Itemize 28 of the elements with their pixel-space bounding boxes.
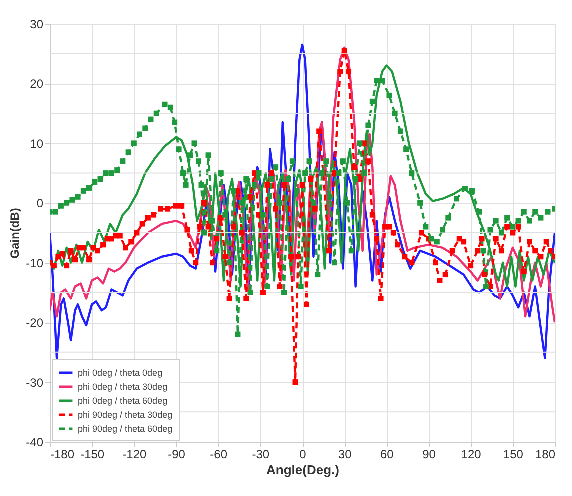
legend-label: phi 0deg / theta 60deg <box>78 396 168 406</box>
y-tick-label: 10 <box>30 136 44 151</box>
legend-label: phi 0deg / theta 30deg <box>78 382 168 392</box>
y-tick-label: -30 <box>26 376 44 390</box>
y-tick-label: 0 <box>36 196 44 211</box>
x-tick-label: 120 <box>461 448 482 462</box>
x-tick-label: -30 <box>252 448 270 462</box>
y-tick-label: 30 <box>30 18 44 32</box>
x-tick-label: 90 <box>422 448 436 462</box>
y-tick-label: 20 <box>30 77 44 92</box>
legend-label: phi 90deg / theta 30deg <box>78 410 173 420</box>
x-tick-label: -120 <box>122 448 147 462</box>
x-tick-label: 0 <box>300 448 307 462</box>
y-tick-label: -10 <box>26 256 44 270</box>
x-tick-label: 180 <box>535 448 556 462</box>
legend-label: phi 0deg / theta 0deg <box>78 368 163 378</box>
y-axis-title: Gain(dB) <box>8 208 22 259</box>
x-tick-label: 60 <box>380 448 394 462</box>
x-tick-label: 30 <box>338 448 352 462</box>
x-tick-label: -180 <box>50 448 75 462</box>
x-tick-label: 150 <box>503 448 524 462</box>
x-axis-title: Angle(Deg.) <box>266 462 340 478</box>
y-tick-label: -40 <box>26 436 44 450</box>
legend-label: phi 90deg / theta 60deg <box>78 424 173 434</box>
x-tick-label: -150 <box>80 448 105 462</box>
x-tick-label: -90 <box>168 448 186 462</box>
x-tick-label: -60 <box>210 448 228 462</box>
y-tick-label: -20 <box>26 316 44 330</box>
